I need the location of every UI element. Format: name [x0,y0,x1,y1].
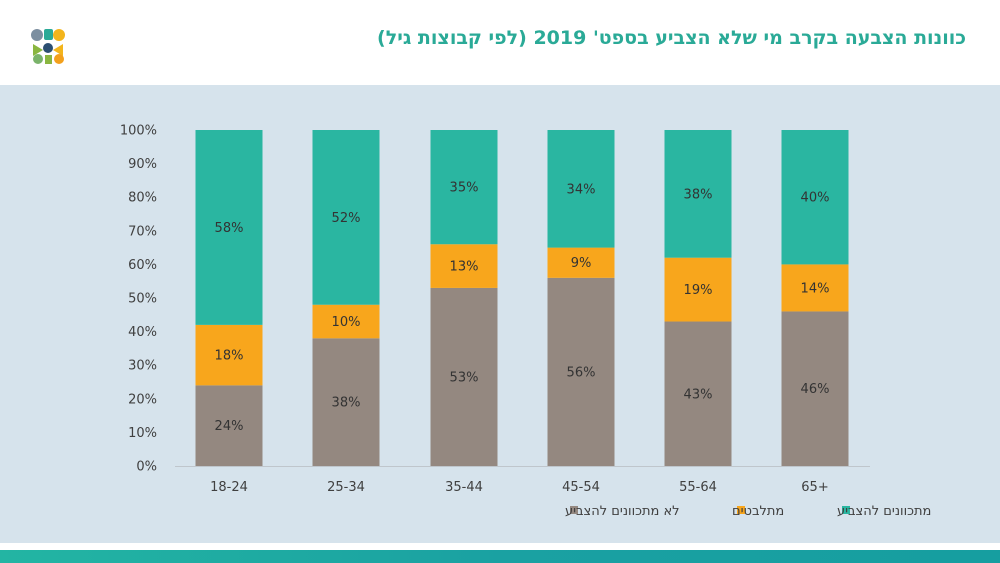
bar-segment [430,244,498,288]
bar-segment [430,130,498,245]
legend-swatch [570,506,578,514]
bar-segment [195,130,263,325]
data-label: 58% [215,221,244,236]
y-tick-label: 30% [128,359,157,374]
bar-segment [430,287,498,466]
bar-segment [547,247,615,278]
page-title: כוונות הצבעה בקרב מי שלא הצביע בספט' 201… [377,27,966,49]
bar-segment [547,130,615,248]
bar-segment [781,311,849,466]
data-label: 53% [450,370,479,385]
legend-swatch [842,506,850,514]
data-label: 19% [684,283,713,298]
data-label: 38% [684,187,713,202]
y-tick-label: 100% [120,124,157,139]
bar-segment [664,257,732,322]
legend-label: לא מתכוונים להצביע [565,504,680,519]
y-tick-label: 90% [128,157,157,172]
data-label: 35% [450,181,479,196]
bottom-band [0,550,1000,563]
y-tick-label: 40% [128,325,157,340]
bar-segment [547,277,615,466]
bar-segment [781,130,849,265]
data-label: 52% [332,211,361,226]
x-tick-label: 55-64 [679,480,717,495]
logo-icon [31,29,65,64]
y-tick-label: 60% [128,258,157,273]
bar-segment [312,130,380,305]
data-label: 38% [332,396,361,411]
x-tick-label: 45-54 [562,480,600,495]
legend-label: מתכוונים להצביע [837,504,931,519]
x-tick-label: 35-44 [445,480,483,495]
bar-segment [312,338,380,466]
data-label: 24% [215,419,244,434]
bar-segment [781,264,849,312]
y-tick-label: 70% [128,224,157,239]
y-tick-label: 80% [128,191,157,206]
data-label: 14% [801,281,830,296]
data-label: 10% [332,315,361,330]
bar-segment [664,130,732,258]
y-tick-label: 20% [128,392,157,407]
bar-segment [195,385,263,466]
data-label: 18% [215,349,244,364]
data-label: 34% [567,182,596,197]
bar-segment [195,324,263,386]
y-tick-label: 10% [128,426,157,441]
data-label: 13% [450,260,479,275]
bar-segment [312,304,380,339]
y-tick-label: 50% [128,292,157,307]
legend-swatch [737,506,745,514]
data-label: 46% [801,382,830,397]
data-label: 56% [567,365,596,380]
x-tick-label: 18-24 [210,480,248,495]
y-tick-label: 0% [136,460,157,475]
data-label: 40% [801,191,830,206]
x-tick-label: 65+ [801,480,828,495]
data-label: 9% [571,256,592,271]
bar-segment [664,321,732,466]
data-label: 43% [684,387,713,402]
legend-label: מתלבטים [732,504,784,519]
x-tick-label: 25-34 [327,480,365,495]
